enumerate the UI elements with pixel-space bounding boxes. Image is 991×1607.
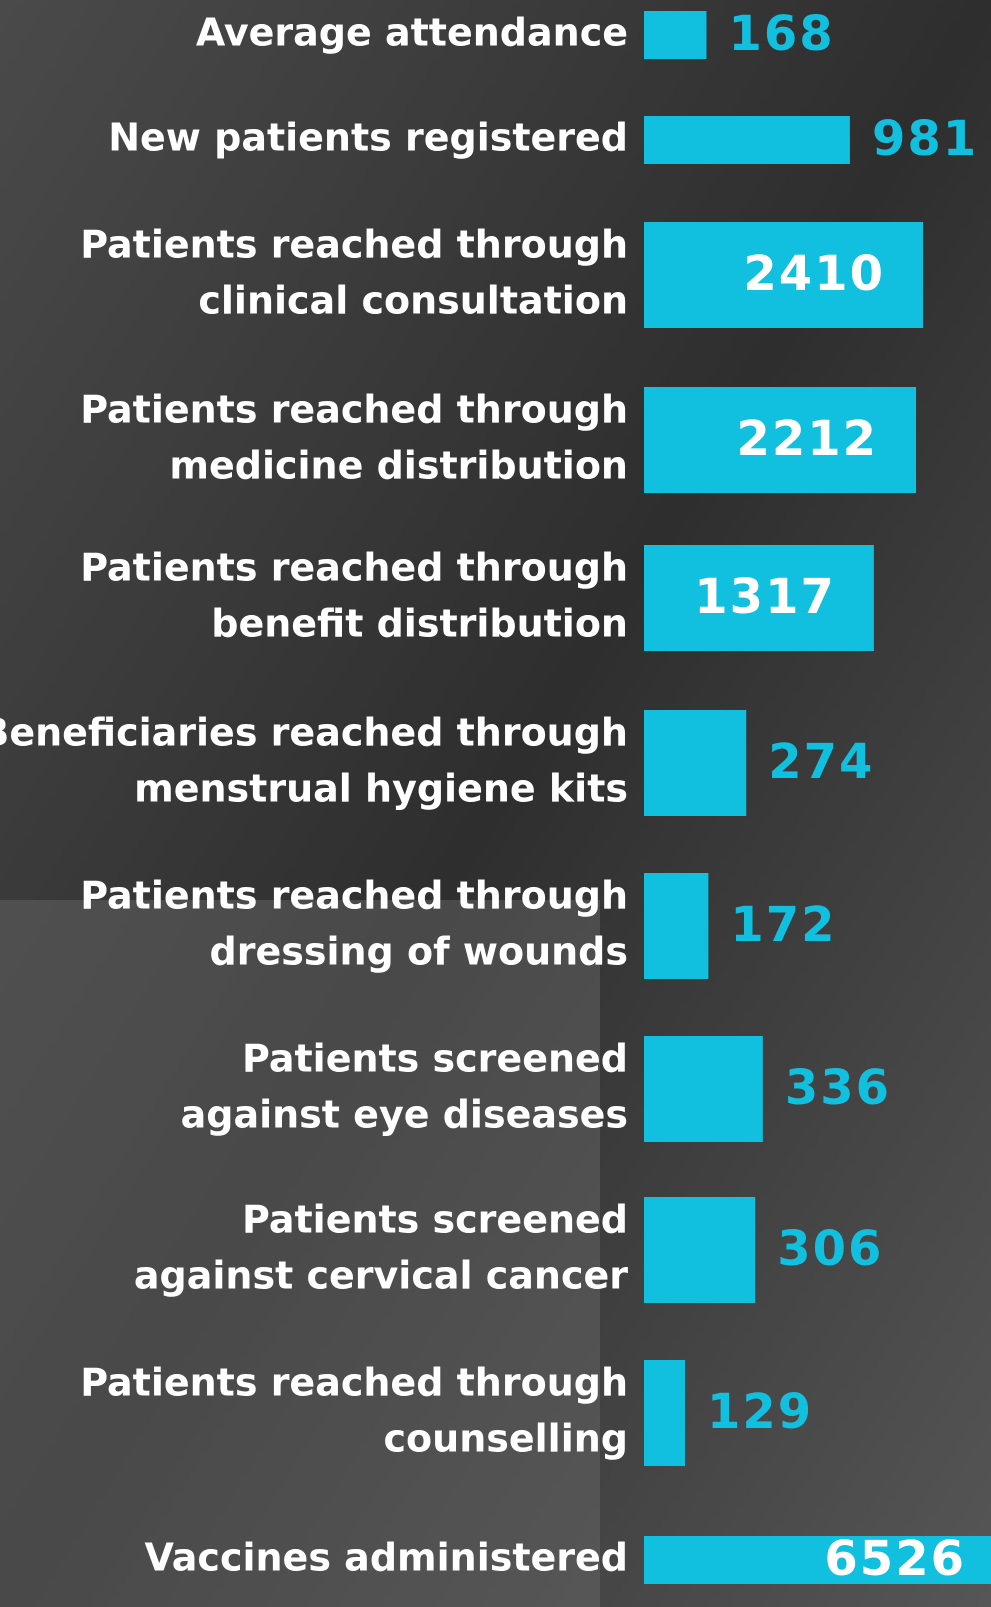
category-label: benefit distribution — [211, 602, 628, 646]
category-label: Patients screened — [242, 1198, 628, 1242]
value-label: 1317 — [694, 569, 836, 625]
value-label: 306 — [777, 1221, 883, 1277]
value-label: 981 — [872, 111, 978, 167]
category-label: Patients reached through — [80, 1361, 628, 1405]
category-label: Vaccines administered — [144, 1536, 628, 1580]
value-label: 129 — [707, 1384, 813, 1440]
bar — [644, 1036, 763, 1142]
category-label: Average attendance — [196, 11, 628, 55]
category-label: New patients registered — [108, 116, 628, 160]
category-label: against eye diseases — [181, 1093, 628, 1137]
category-label: dressing of wounds — [210, 930, 628, 974]
value-label: 2410 — [743, 246, 885, 302]
category-label: Patients reached through — [80, 874, 628, 918]
bar — [644, 116, 850, 164]
value-label: 168 — [728, 6, 834, 62]
value-label: 172 — [730, 897, 836, 953]
category-label: against cervical cancer — [134, 1254, 628, 1298]
value-label: 2212 — [736, 411, 878, 467]
chart: Average attendance 168 New patients regist… — [0, 0, 991, 1607]
bar — [644, 1360, 685, 1466]
category-label: clinical consultation — [198, 279, 628, 323]
value-label: 274 — [768, 734, 874, 790]
category-label: counselling — [384, 1417, 628, 1461]
category-label: Patients screened — [242, 1037, 628, 1081]
category-label: Patients reached through — [80, 388, 628, 432]
category-label: menstrual hygiene kits — [134, 767, 628, 811]
bar — [644, 11, 706, 59]
value-label: 336 — [785, 1060, 891, 1116]
category-label: medicine distribution — [169, 444, 628, 488]
category-label: Beneficiaries reached through — [0, 711, 628, 755]
bar — [644, 1197, 755, 1303]
category-label: Patients reached through — [80, 223, 628, 267]
category-label: Patients reached through — [80, 546, 628, 590]
bar — [644, 873, 708, 979]
bar — [644, 710, 746, 816]
value-label: 6526 — [824, 1531, 966, 1587]
